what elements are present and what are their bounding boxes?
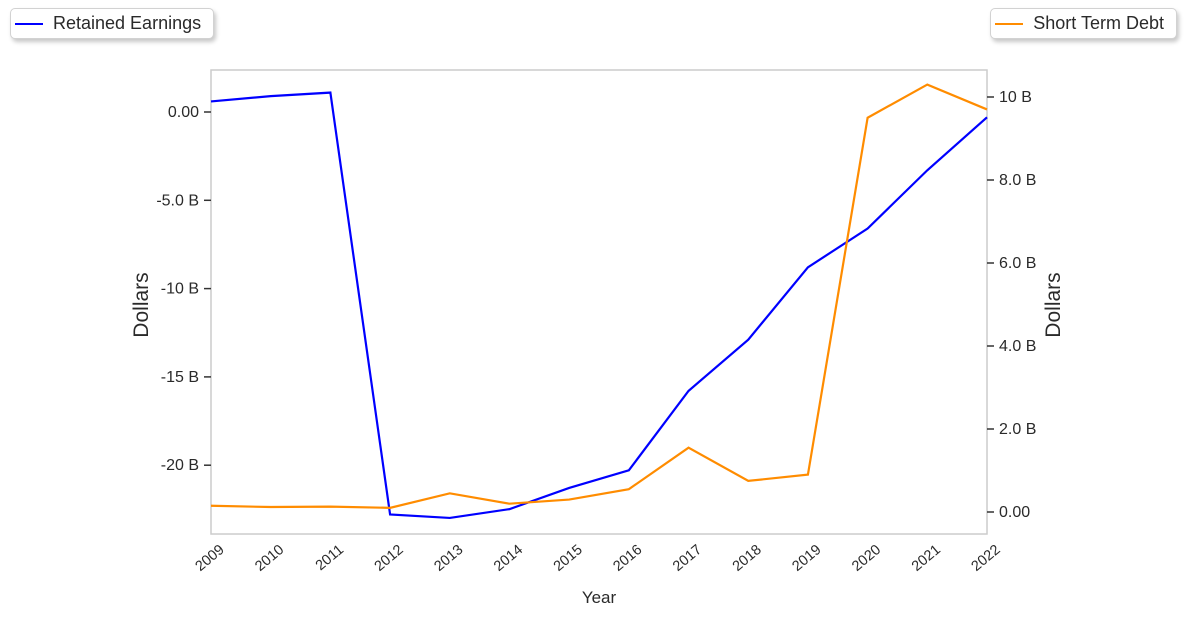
svg-text:2014: 2014 bbox=[491, 542, 526, 575]
svg-text:4.0 B: 4.0 B bbox=[999, 338, 1036, 355]
svg-text:2022: 2022 bbox=[969, 542, 1004, 575]
svg-text:2010: 2010 bbox=[252, 542, 287, 575]
svg-text:2018: 2018 bbox=[730, 542, 765, 575]
svg-text:0.00: 0.00 bbox=[999, 504, 1030, 521]
svg-text:6.0 B: 6.0 B bbox=[999, 255, 1036, 272]
svg-text:-5.0 B: -5.0 B bbox=[156, 192, 199, 209]
svg-text:-20 B: -20 B bbox=[161, 457, 199, 474]
svg-text:0.00: 0.00 bbox=[168, 104, 199, 121]
svg-text:2016: 2016 bbox=[610, 542, 645, 575]
svg-text:2013: 2013 bbox=[431, 542, 466, 575]
svg-text:2011: 2011 bbox=[313, 542, 347, 574]
svg-text:2020: 2020 bbox=[849, 542, 884, 575]
svg-text:-10 B: -10 B bbox=[161, 281, 199, 298]
svg-text:2017: 2017 bbox=[670, 542, 705, 575]
svg-text:2021: 2021 bbox=[909, 542, 944, 575]
svg-text:2015: 2015 bbox=[551, 542, 586, 575]
svg-text:2019: 2019 bbox=[789, 542, 824, 575]
svg-text:10 B: 10 B bbox=[999, 89, 1032, 106]
svg-text:2009: 2009 bbox=[193, 542, 228, 575]
svg-text:-15 B: -15 B bbox=[161, 369, 199, 386]
svg-text:8.0 B: 8.0 B bbox=[999, 172, 1036, 189]
svg-text:2012: 2012 bbox=[372, 542, 407, 575]
svg-text:2.0 B: 2.0 B bbox=[999, 421, 1036, 438]
